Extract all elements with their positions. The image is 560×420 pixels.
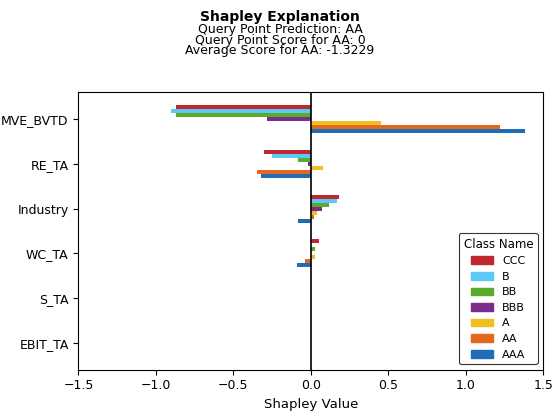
Bar xyxy=(297,263,311,268)
Bar xyxy=(298,158,311,162)
Bar xyxy=(311,211,317,215)
Bar xyxy=(305,260,311,263)
Bar xyxy=(268,117,311,121)
Legend: CCC, B, BB, BBB, A, AA, AAA: CCC, B, BB, BBB, A, AA, AAA xyxy=(459,233,538,364)
Bar xyxy=(176,113,311,117)
Text: Query Point Score for AA: 0: Query Point Score for AA: 0 xyxy=(195,34,365,47)
Bar xyxy=(311,129,525,133)
Bar xyxy=(261,174,311,178)
Bar xyxy=(171,109,311,113)
Bar xyxy=(311,215,314,219)
Bar xyxy=(176,105,311,109)
Bar xyxy=(311,125,500,129)
X-axis label: Shapley Value: Shapley Value xyxy=(264,398,358,411)
Bar xyxy=(311,255,315,260)
Bar xyxy=(311,121,380,125)
Bar xyxy=(264,150,311,154)
Bar xyxy=(311,166,323,170)
Text: Query Point Prediction: AA: Query Point Prediction: AA xyxy=(198,23,362,36)
Bar xyxy=(311,199,337,202)
Text: Average Score for AA: -1.3229: Average Score for AA: -1.3229 xyxy=(185,44,375,57)
Text: Shapley Explanation: Shapley Explanation xyxy=(200,10,360,24)
Bar xyxy=(311,194,339,199)
Bar xyxy=(256,170,311,174)
Bar xyxy=(311,202,329,207)
Bar xyxy=(272,154,311,158)
Bar xyxy=(298,219,311,223)
Bar xyxy=(311,207,321,211)
Bar xyxy=(307,162,311,166)
Bar xyxy=(311,239,319,243)
Bar xyxy=(311,247,315,251)
